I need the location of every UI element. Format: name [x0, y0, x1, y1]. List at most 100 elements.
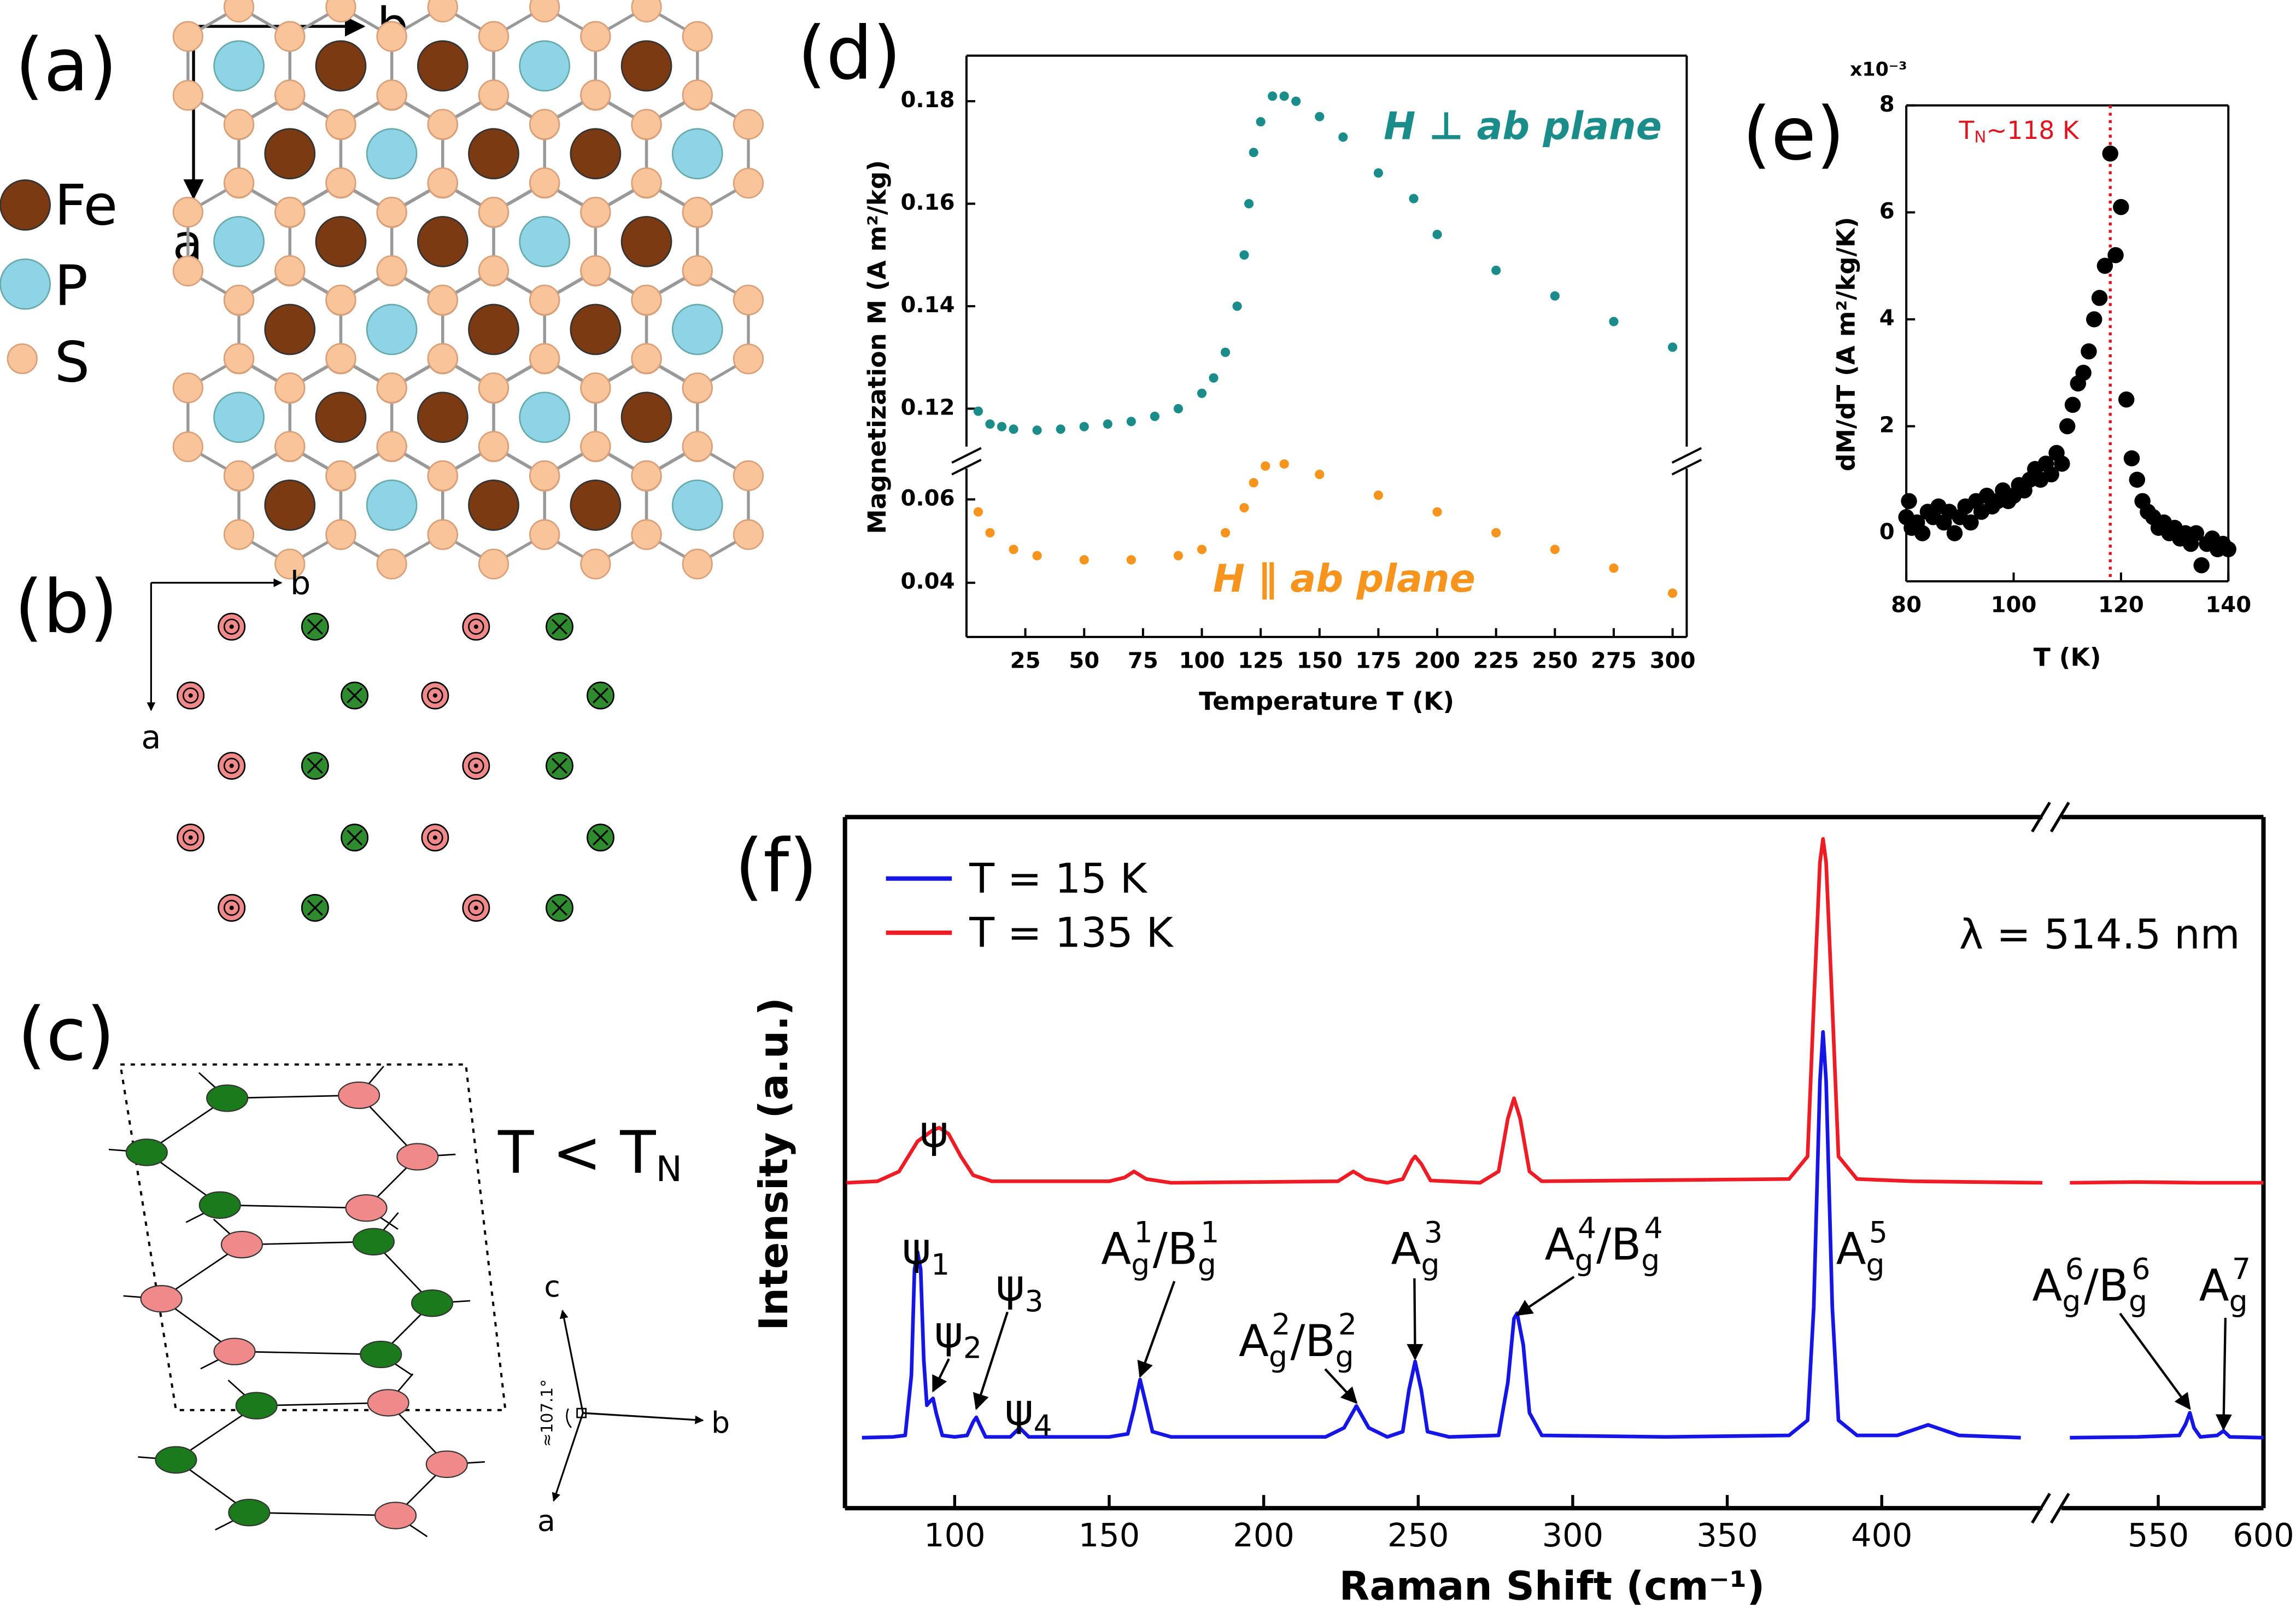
peak-label-subscript: g [1641, 1243, 1660, 1277]
s-atom [682, 79, 713, 110]
s-atom [529, 167, 560, 198]
legend-text: Fe [55, 173, 118, 238]
peak-arrow [932, 1358, 950, 1393]
peak-label-subscript: 1 [931, 1247, 950, 1282]
data-point [1009, 545, 1018, 554]
data-point [1056, 424, 1065, 434]
s-atom [325, 167, 356, 198]
spin-up-ring [223, 757, 240, 774]
data-point [2091, 290, 2108, 306]
p-atom [366, 303, 418, 355]
peak-label: /B [1290, 1315, 1335, 1366]
peak-arrow [1137, 1281, 1176, 1378]
condition-subscript: N [656, 1149, 682, 1190]
peak-label-subscript: g [1131, 1247, 1150, 1282]
axis-name: c [544, 1269, 560, 1304]
fe-atom [417, 40, 468, 92]
spin-up-dot [229, 906, 234, 910]
data-point [1032, 425, 1042, 435]
data-point [1150, 411, 1159, 422]
spin-site [213, 1337, 256, 1365]
legend-marker [7, 343, 38, 375]
spectrum-line [2070, 1180, 2264, 1185]
data-point [1914, 525, 1931, 541]
s-atom [274, 372, 306, 404]
data-point [1249, 148, 1258, 157]
s-atom [733, 109, 764, 140]
s-atom [274, 79, 306, 110]
data-point [1126, 555, 1136, 565]
peak-label-subscript: g [1198, 1247, 1216, 1282]
spin-down-cross [551, 618, 568, 635]
annotation-text: ~118 K [1986, 116, 2079, 145]
data-point [1239, 503, 1249, 513]
spin-site [367, 1389, 409, 1417]
x-tick-label: 75 [1128, 648, 1158, 673]
s-atom [682, 196, 713, 228]
peak-label-subscript: g [2129, 1284, 2147, 1318]
peak-label: A [1239, 1315, 1269, 1366]
data-point [2123, 450, 2140, 466]
peak-label-subscript: g [2229, 1284, 2248, 1318]
spin-up-dot [229, 763, 234, 768]
peak-label: /B [1153, 1223, 1198, 1275]
axis-break [951, 447, 982, 464]
data-point [1079, 422, 1089, 431]
s-atom [325, 460, 356, 492]
axis-arrow [559, 1310, 584, 1413]
peak-label: A [2032, 1259, 2062, 1311]
panel-c: (c) T < TN c b a ≈107.1° [17, 992, 730, 1538]
peak-label: ψ [996, 1259, 1025, 1311]
spin-up-dot [473, 906, 478, 910]
s-atom [376, 21, 407, 52]
peak-label: A [1545, 1218, 1575, 1270]
x-tick-label: 100 [924, 1516, 985, 1554]
data-point [1946, 525, 1963, 541]
peak-label: ψ [1005, 1384, 1034, 1435]
spin-up-dot [473, 763, 478, 768]
peak-label-superscript: 3 [1424, 1215, 1443, 1249]
spin-site [125, 1138, 168, 1166]
spin-site [140, 1285, 183, 1313]
spectrum-line [862, 1030, 2021, 1440]
data-point [2113, 198, 2129, 215]
s-atom [427, 519, 458, 550]
legend-text: S [55, 330, 90, 394]
y-tick-label: 8 [1879, 92, 1895, 117]
s-atom [427, 167, 458, 198]
s-atom [223, 460, 255, 492]
p-atom [671, 303, 723, 355]
series-label: H ∥ ab plane [1213, 557, 1475, 601]
s-atom [580, 196, 611, 228]
x-tick-label: 275 [1591, 648, 1637, 673]
s-atom [376, 372, 407, 404]
data-point [1249, 478, 1258, 488]
axis-arrow [583, 1412, 704, 1424]
annotation: TN~118 K [1959, 116, 2080, 147]
axis-break [951, 459, 982, 476]
data-point [1197, 545, 1207, 554]
spin-up-dot [432, 693, 437, 698]
x-axis-title: Temperature T (K) [1199, 687, 1454, 716]
data-point [1491, 265, 1501, 275]
data-point [1239, 250, 1249, 260]
s-atom [631, 0, 662, 22]
unit-cell [119, 1063, 507, 1411]
s-atom [478, 21, 509, 52]
fe-atom [264, 128, 316, 180]
peak-label-subscript: g [1575, 1243, 1594, 1277]
fe-atom [570, 479, 622, 531]
y-tick-label: 0.04 [900, 569, 954, 594]
p-atom [213, 40, 265, 92]
x-tick-label: 300 [1650, 648, 1696, 673]
x-tick-label: 250 [1387, 1516, 1449, 1554]
y-tick-label: 2 [1879, 413, 1895, 438]
s-atom [223, 519, 255, 550]
axis-multiplier: x10⁻³ [1850, 59, 1907, 81]
s-atom [529, 460, 560, 492]
y-tick-label: 4 [1879, 306, 1895, 331]
s-atom [733, 167, 764, 199]
axis-break [1671, 459, 1702, 476]
peak-arrow [2119, 1312, 2191, 1410]
